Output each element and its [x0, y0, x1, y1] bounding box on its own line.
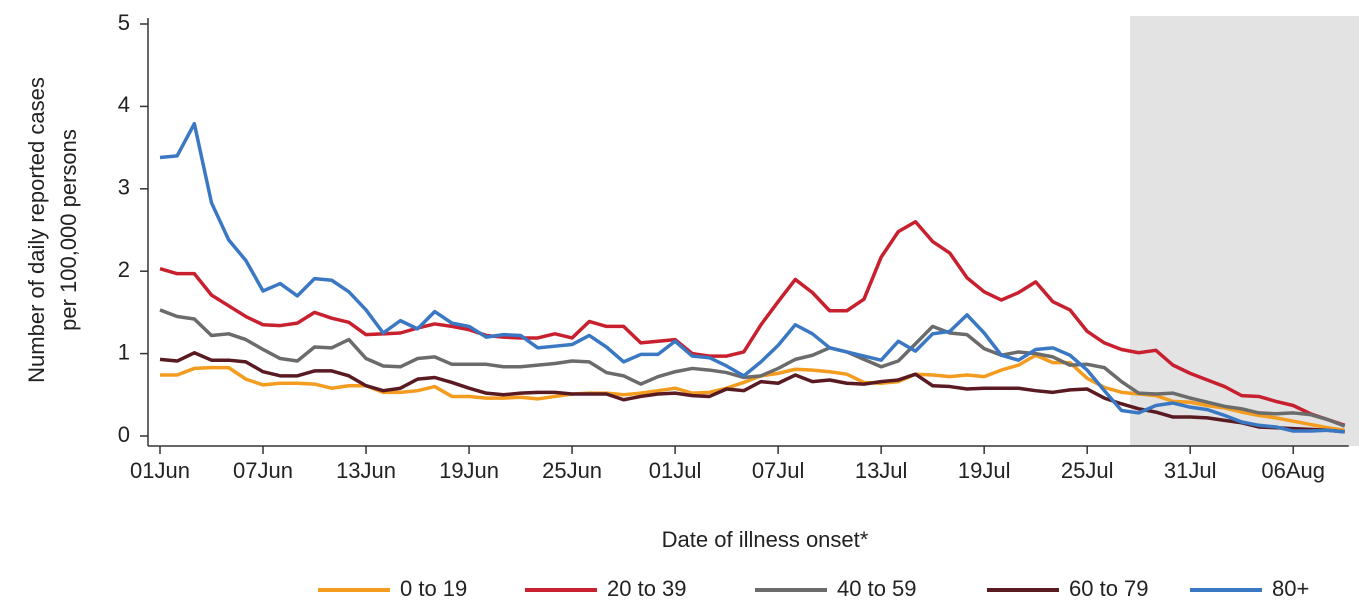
x-tick-label: 13Jul [855, 458, 908, 483]
y-tick-label: 2 [118, 257, 130, 282]
legend-label: 60 to 79 [1069, 576, 1149, 601]
legend-label: 40 to 59 [837, 576, 917, 601]
y-tick-label: 4 [118, 92, 130, 117]
x-tick-label: 07Jun [233, 458, 293, 483]
y-axis-title-line: Number of daily reported cases [24, 77, 49, 383]
y-tick-label: 0 [118, 422, 130, 447]
x-tick-label: 13Jun [336, 458, 396, 483]
series-line [159, 121, 1345, 434]
series-line [159, 220, 1346, 427]
y-tick-label: 1 [118, 339, 130, 364]
y-tick-label: 5 [118, 10, 130, 35]
x-tick-label: 25Jul [1061, 458, 1114, 483]
y-axis-title-line: per 100,000 persons [56, 129, 81, 331]
x-tick-label: 06Aug [1261, 458, 1325, 483]
shaded-region [1130, 16, 1359, 446]
legend-label: 80+ [1272, 576, 1309, 601]
x-tick-label: 25Jun [542, 458, 602, 483]
x-tick-label: 19Jul [958, 458, 1011, 483]
y-tick-label: 3 [118, 175, 130, 200]
legend-label: 20 to 39 [607, 576, 687, 601]
legend-item: 80+ [1190, 576, 1309, 601]
x-tick-label: 01Jul [649, 458, 702, 483]
y-axis-title: Number of daily reported cases per 100,0… [24, 77, 81, 383]
x-tick-label: 31Jul [1164, 458, 1217, 483]
x-tick-label: 07Jul [752, 458, 805, 483]
x-tick-label: 19Jun [439, 458, 499, 483]
x-axis-title: Date of illness onset* [662, 527, 869, 552]
x-tick-label: 01Jun [130, 458, 190, 483]
legend-label: 0 to 19 [400, 576, 467, 601]
legend-item: 20 to 39 [525, 576, 687, 601]
series-line [159, 308, 1346, 428]
legend-item: 0 to 19 [318, 576, 467, 601]
legend-item: 60 to 79 [987, 576, 1149, 601]
legend-item: 40 to 59 [755, 576, 917, 601]
